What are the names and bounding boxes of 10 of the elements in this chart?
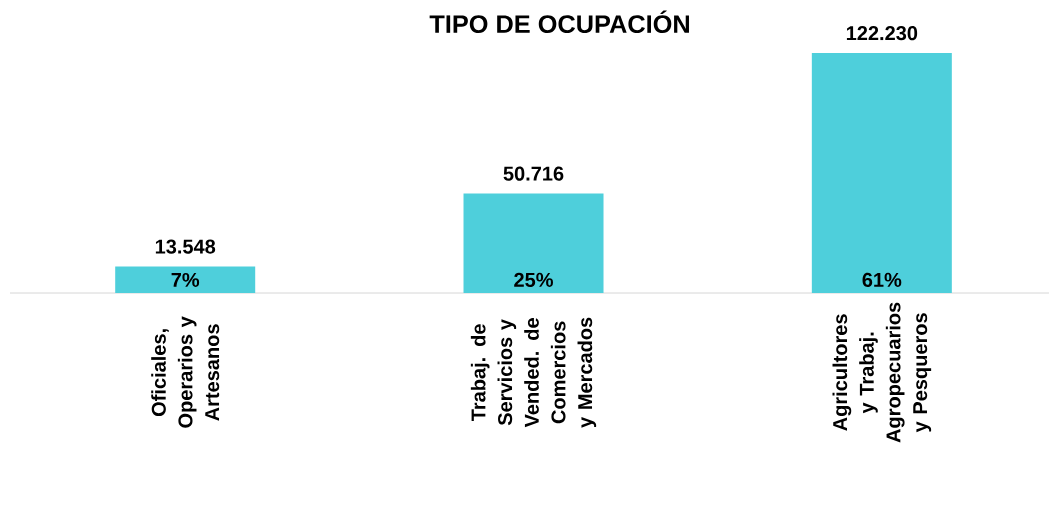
- annotation: 61%: [862, 272, 902, 287]
- x-tick-label: Oficiales, Operarios y Artesanos: [151, 316, 220, 428]
- data-label: 50.716: [503, 166, 564, 181]
- data-label: 13.548: [155, 239, 216, 254]
- annotation: 25%: [514, 272, 553, 287]
- annotation: 7%: [171, 272, 200, 287]
- x-tick-label: Trabaj. de Servicios y Vended. de Comercios y Mercados: [470, 317, 597, 428]
- x-tick-label: Agricultores y Trabaj. Agropecuarios y Pesqueros: [832, 302, 932, 443]
- data-label: 122.230: [846, 26, 918, 41]
- chart-title: TIPO DE OCUPACIÓN: [429, 10, 689, 34]
